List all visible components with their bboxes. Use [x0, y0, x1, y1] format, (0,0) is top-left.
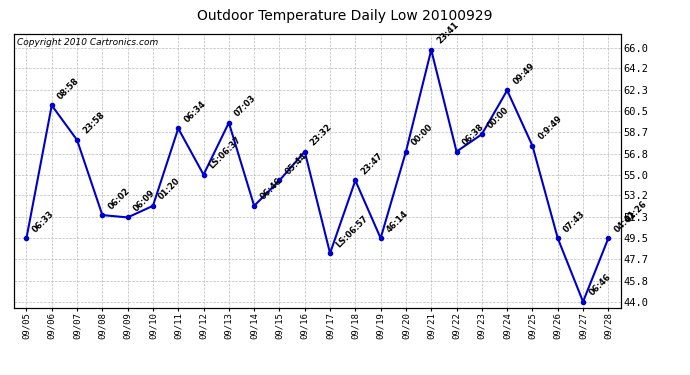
Text: 06:46: 06:46: [258, 176, 284, 202]
Text: Copyright 2010 Cartronics.com: Copyright 2010 Cartronics.com: [17, 38, 158, 47]
Text: 06:09: 06:09: [132, 188, 157, 213]
Text: 23:58: 23:58: [81, 111, 106, 136]
Text: 06:46: 06:46: [587, 272, 613, 297]
Text: 46:14: 46:14: [385, 209, 410, 234]
Text: 00:00: 00:00: [410, 122, 435, 147]
Text: 06:02: 06:02: [106, 186, 132, 211]
Text: 01:20: 01:20: [157, 177, 182, 202]
Text: 06:34: 06:34: [182, 99, 208, 124]
Text: Outdoor Temperature Daily Low 20100929: Outdoor Temperature Daily Low 20100929: [197, 9, 493, 23]
Text: 07:03: 07:03: [233, 93, 258, 118]
Text: 08:58: 08:58: [56, 76, 81, 101]
Text: 02:26: 02:26: [624, 199, 649, 224]
Text: LS:06:57: LS:06:57: [334, 213, 370, 249]
Text: 07:43: 07:43: [562, 209, 587, 234]
Text: 23:41: 23:41: [435, 21, 461, 46]
Text: 04:41: 04:41: [613, 209, 638, 234]
Text: 05:44: 05:44: [284, 151, 309, 176]
Text: 06:38: 06:38: [461, 122, 486, 147]
Text: 09:49: 09:49: [511, 61, 536, 86]
Text: 06:33: 06:33: [30, 209, 56, 234]
Text: 23:47: 23:47: [359, 151, 385, 176]
Text: 0:9:49: 0:9:49: [537, 114, 564, 142]
Text: 23:32: 23:32: [309, 122, 334, 147]
Text: 00:00: 00:00: [486, 105, 511, 130]
Text: LS:06:37: LS:06:37: [208, 135, 243, 171]
